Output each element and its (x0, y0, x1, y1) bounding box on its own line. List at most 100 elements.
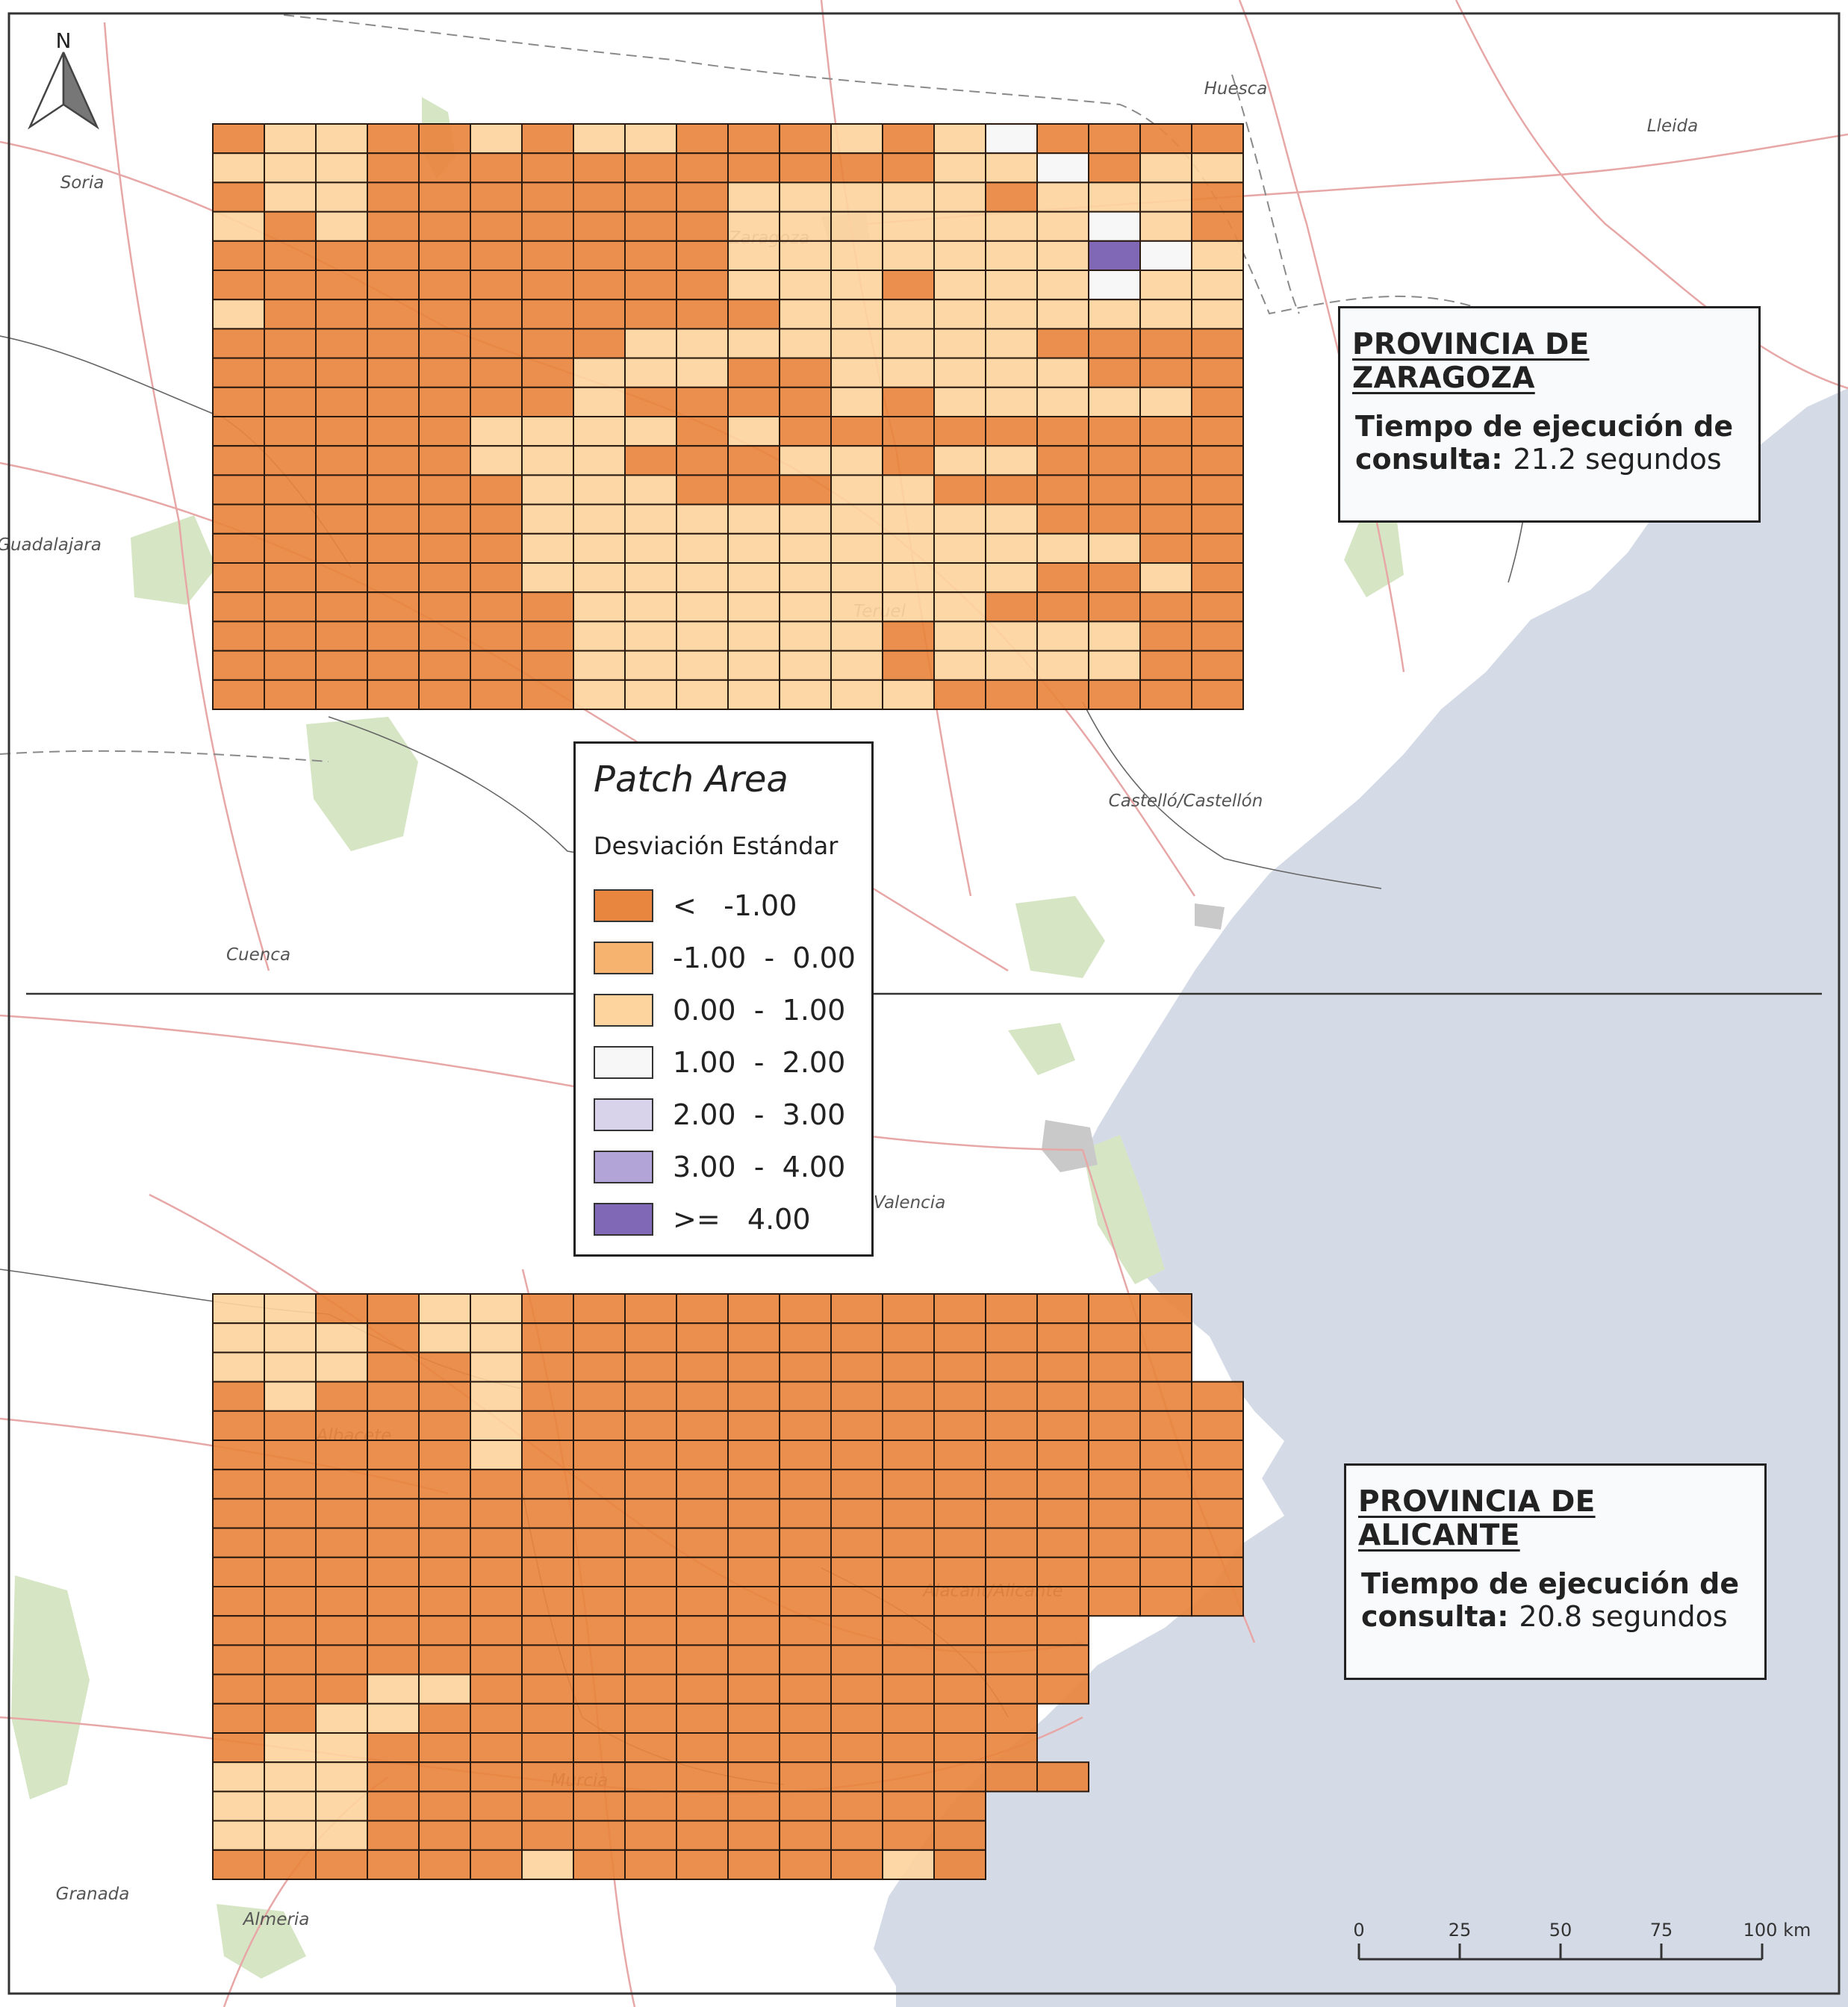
grid-cell (1139, 503, 1192, 535)
grid-cell (315, 1644, 368, 1675)
grid-cell (212, 1440, 265, 1471)
grid-cell (418, 1761, 471, 1793)
grid-cell (933, 1440, 986, 1471)
grid-cell (830, 1732, 883, 1764)
grid-cell (1088, 270, 1141, 301)
grid-cell (212, 445, 265, 476)
grid-cell (933, 620, 986, 652)
grid-cell (1139, 562, 1192, 594)
grid-cell (315, 299, 368, 330)
grid-cell (830, 1351, 883, 1383)
grid-cell (676, 474, 729, 505)
grid-cell (830, 270, 883, 301)
grid-cell (1036, 1586, 1089, 1617)
grid-cell (985, 1615, 1038, 1646)
grid-cell (676, 1761, 729, 1793)
scale-label-50: 50 (1549, 1920, 1572, 1941)
grid-cell (315, 1702, 368, 1734)
grid-cell (418, 1351, 471, 1383)
grid-cell (624, 1615, 677, 1646)
grid-cell (1036, 211, 1089, 242)
grid-cell (779, 1790, 832, 1822)
grid-cell (933, 1849, 986, 1881)
grid-cell (727, 416, 780, 447)
north-arrow-left-icon (28, 52, 65, 130)
grid-cell (470, 1586, 523, 1617)
grid-cell (830, 1761, 883, 1793)
grid-cell (830, 328, 883, 359)
grid-cell (573, 1498, 626, 1529)
grid-cell (470, 1322, 523, 1354)
grid-cell (830, 1644, 883, 1675)
grid-cell (933, 1615, 986, 1646)
grid-cell (933, 445, 986, 476)
grid-cell (882, 357, 935, 388)
grid-cell (367, 1820, 420, 1851)
grid-cell (830, 1586, 883, 1617)
grid-cell (418, 1820, 471, 1851)
grid-cell (624, 1849, 677, 1881)
grid-cell (1088, 1586, 1141, 1617)
grid-cell (1139, 299, 1192, 330)
grid-cell (830, 474, 883, 505)
grid-cell (676, 1351, 729, 1383)
grid-cell (521, 1820, 574, 1851)
grid-cell (933, 152, 986, 184)
grid-cell (367, 181, 420, 213)
grid-cell (1139, 474, 1192, 505)
legend-label: 0.00 - 1.00 (673, 994, 846, 1027)
grid-cell (985, 1586, 1038, 1617)
grid-cell (985, 1732, 1038, 1764)
grid-cell (264, 357, 317, 388)
grid-cell (779, 416, 832, 447)
grid-cell (573, 211, 626, 242)
grid-cell (315, 591, 368, 623)
grid-cell (933, 123, 986, 155)
grid-cell (212, 1790, 265, 1822)
grid-cell (882, 532, 935, 564)
grid-cell (985, 328, 1038, 359)
grid-cell (367, 1673, 420, 1705)
zaragoza-info-box: PROVINCIA DE ZARAGOZA Tiempo de ejecució… (1338, 306, 1761, 523)
grid-cell (212, 357, 265, 388)
grid-cell (367, 1322, 420, 1354)
grid-cell (727, 532, 780, 564)
grid-cell (418, 240, 471, 271)
grid-cell (212, 1322, 265, 1354)
legend-swatch (594, 889, 653, 922)
grid-cell (676, 1498, 729, 1529)
grid-cell (1191, 240, 1244, 271)
grid-cell (676, 591, 729, 623)
grid-cell (212, 1586, 265, 1617)
grid-cell (264, 1820, 317, 1851)
grid-cell (315, 386, 368, 417)
grid-cell (727, 591, 780, 623)
grid-cell (1139, 328, 1192, 359)
grid-cell (212, 1849, 265, 1881)
legend-swatch (594, 942, 653, 974)
grid-cell (264, 1732, 317, 1764)
grid-cell (882, 474, 935, 505)
grid-cell (882, 1469, 935, 1500)
grid-cell (264, 328, 317, 359)
grid-cell (573, 1644, 626, 1675)
grid-cell (882, 1381, 935, 1412)
grid-cell (985, 620, 1038, 652)
grid-cell (882, 1761, 935, 1793)
grid-cell (1191, 181, 1244, 213)
grid-cell (1036, 181, 1089, 213)
grid-cell (264, 445, 317, 476)
grid-cell (882, 1410, 935, 1442)
grid-cell (624, 386, 677, 417)
grid-cell (624, 357, 677, 388)
grid-cell (315, 1322, 368, 1354)
grid-cell (264, 181, 317, 213)
grid-cell (727, 562, 780, 594)
grid-cell (1036, 1673, 1089, 1705)
grid-cell (676, 123, 729, 155)
grid-cell (985, 1556, 1038, 1588)
grid-cell (212, 1498, 265, 1529)
grid-cell (882, 1820, 935, 1851)
grid-cell (624, 1790, 677, 1822)
grid-cell (727, 1440, 780, 1471)
